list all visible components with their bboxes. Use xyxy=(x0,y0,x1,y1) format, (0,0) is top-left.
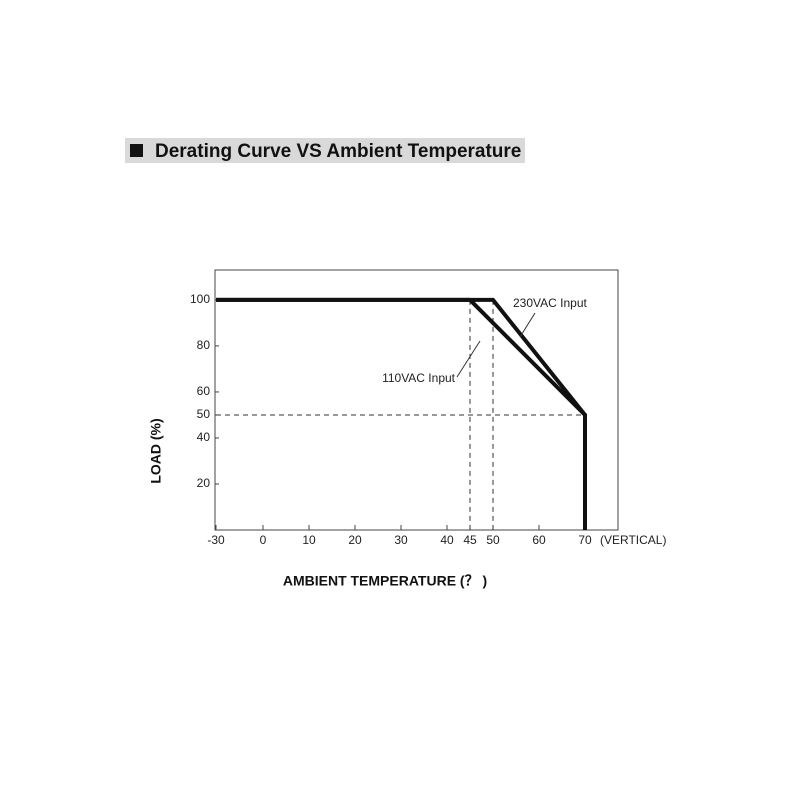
x-tick-label: 60 xyxy=(532,533,546,547)
callout-leader xyxy=(519,312,536,338)
chart-title: Derating Curve VS Ambient Temperature xyxy=(155,141,521,162)
x-tick-label: 30 xyxy=(394,533,408,547)
x-tick-label: 10 xyxy=(302,533,316,547)
y-tick-label: 40 xyxy=(197,430,211,444)
y-tick-label: 80 xyxy=(197,338,211,352)
y-tick-label: 60 xyxy=(197,384,211,398)
y-tick-label: 50 xyxy=(197,407,211,421)
x-tick-label: -30 xyxy=(207,533,225,547)
x-tick-label: 45 xyxy=(463,533,477,547)
y-axis-title: LOAD (%) xyxy=(148,418,164,483)
series-line xyxy=(216,297,587,530)
x-tick-label: 70 xyxy=(578,533,592,547)
x-tick-label: 50 xyxy=(486,533,500,547)
plot-frame xyxy=(214,269,619,531)
x-tick-label: 20 xyxy=(348,533,362,547)
x-tick-label: 0 xyxy=(260,533,267,547)
callout-leader xyxy=(456,340,481,378)
series-label: 110VAC Input xyxy=(382,371,456,385)
title-bar xyxy=(125,138,525,163)
y-tick-label: 100 xyxy=(190,292,210,306)
x-tick-label: 40 xyxy=(440,533,454,547)
x-annotation: (VERTICAL) xyxy=(600,533,666,547)
x-axis-title: AMBIENT TEMPERATURE (？ ) xyxy=(283,573,487,589)
title-bullet xyxy=(130,144,143,157)
y-tick-label: 20 xyxy=(197,476,211,490)
series-label: 230VAC Input xyxy=(513,296,587,310)
